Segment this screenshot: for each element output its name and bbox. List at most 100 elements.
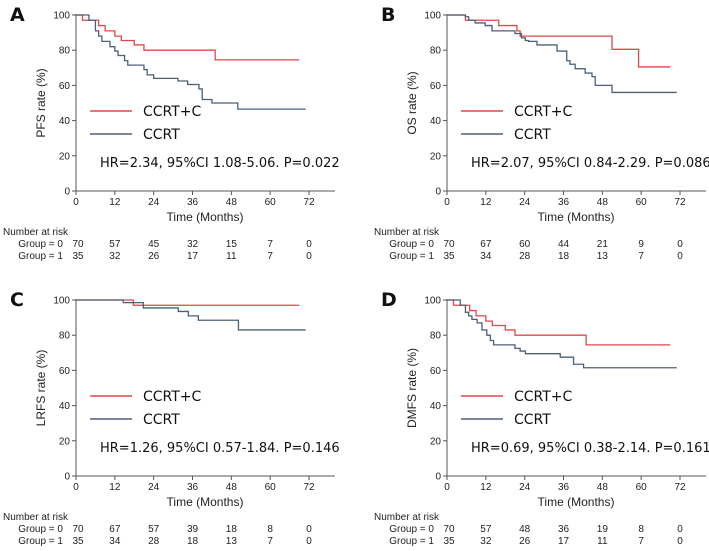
x-tick-label: 60 bbox=[265, 482, 277, 493]
x-tick-label: 72 bbox=[303, 197, 315, 208]
risk-row-label: Group = 1 bbox=[18, 251, 63, 262]
y-tick-label: 60 bbox=[59, 81, 71, 92]
x-tick-label: 24 bbox=[519, 482, 531, 493]
legend-label: CCRT+C bbox=[143, 104, 202, 120]
y-tick-label: 60 bbox=[430, 366, 442, 377]
risk-count: 67 bbox=[480, 239, 492, 250]
risk-count: 70 bbox=[72, 524, 84, 535]
legend-label: CCRT bbox=[143, 412, 180, 428]
risk-count: 39 bbox=[187, 524, 199, 535]
risk-count: 0 bbox=[677, 536, 683, 547]
risk-count: 32 bbox=[480, 536, 492, 547]
risk-count: 7 bbox=[267, 239, 273, 250]
x-tick-label: 36 bbox=[187, 482, 199, 493]
x-tick-label: 36 bbox=[187, 197, 199, 208]
risk-count: 0 bbox=[306, 536, 312, 547]
x-tick-label: 72 bbox=[674, 197, 686, 208]
y-axis-label: LRFS rate (%) bbox=[34, 350, 48, 427]
risk-count: 26 bbox=[519, 536, 531, 547]
y-tick-label: 20 bbox=[430, 436, 442, 447]
km-curve-ccrt-c bbox=[76, 14, 300, 61]
y-tick-label: 40 bbox=[59, 401, 71, 412]
risk-count: 0 bbox=[306, 251, 312, 262]
risk-count: 57 bbox=[148, 524, 160, 535]
x-axis-label: Time (Months) bbox=[538, 495, 615, 509]
risk-count: 36 bbox=[558, 524, 570, 535]
y-tick-label: 80 bbox=[430, 331, 442, 342]
y-tick-label: 100 bbox=[424, 296, 441, 307]
risk-count: 0 bbox=[306, 524, 312, 535]
km-curve-ccrt-c bbox=[447, 299, 671, 346]
y-tick-label: 100 bbox=[53, 11, 70, 22]
risk-count: 45 bbox=[148, 239, 160, 250]
y-axis-label: DMFS rate (%) bbox=[405, 348, 419, 428]
risk-count: 35 bbox=[443, 536, 455, 547]
x-tick-label: 12 bbox=[480, 482, 492, 493]
risk-table-title: Number at risk bbox=[3, 512, 69, 523]
risk-count: 7 bbox=[267, 251, 273, 262]
risk-count: 11 bbox=[597, 536, 608, 547]
km-curve-ccrt bbox=[447, 14, 677, 94]
risk-count: 28 bbox=[148, 536, 160, 547]
risk-row-label: Group = 0 bbox=[18, 239, 63, 250]
risk-count: 26 bbox=[148, 251, 160, 262]
x-tick-label: 60 bbox=[636, 482, 648, 493]
x-tick-label: 12 bbox=[109, 197, 121, 208]
risk-count: 21 bbox=[597, 239, 609, 250]
legend-label: CCRT+C bbox=[514, 389, 573, 405]
y-tick-label: 100 bbox=[424, 11, 441, 22]
hr-annotation: HR=2.07, 95%CI 0.84-2.29. P=0.086 bbox=[471, 156, 709, 171]
y-tick-label: 20 bbox=[430, 151, 442, 162]
risk-table-title: Number at risk bbox=[374, 227, 440, 238]
legend-label: CCRT bbox=[514, 412, 551, 428]
risk-count: 70 bbox=[443, 524, 455, 535]
y-tick-label: 20 bbox=[59, 436, 71, 447]
risk-count: 18 bbox=[558, 251, 570, 262]
risk-count: 18 bbox=[187, 536, 199, 547]
x-tick-label: 24 bbox=[519, 197, 531, 208]
hr-annotation: HR=2.34, 95%CI 1.08-5.06. P=0.022 bbox=[100, 156, 340, 171]
risk-count: 0 bbox=[677, 251, 683, 262]
risk-count: 18 bbox=[226, 524, 238, 535]
risk-count: 28 bbox=[519, 251, 531, 262]
risk-count: 34 bbox=[109, 536, 121, 547]
risk-count: 35 bbox=[443, 251, 455, 262]
risk-count: 17 bbox=[187, 251, 199, 262]
y-tick-label: 0 bbox=[435, 187, 441, 198]
y-tick-label: 0 bbox=[64, 187, 70, 198]
y-tick-label: 40 bbox=[59, 116, 71, 127]
hr-annotation: HR=0.69, 95%CI 0.38-2.14. P=0.161 bbox=[471, 441, 709, 456]
y-axis-label: PFS rate (%) bbox=[34, 68, 48, 137]
risk-count: 9 bbox=[638, 239, 644, 250]
risk-count: 48 bbox=[519, 524, 531, 535]
legend-label: CCRT bbox=[514, 127, 551, 143]
x-tick-label: 36 bbox=[558, 197, 570, 208]
risk-table-title: Number at risk bbox=[374, 512, 440, 523]
x-tick-label: 0 bbox=[73, 482, 79, 493]
risk-row-label: Group = 1 bbox=[389, 536, 434, 547]
y-tick-label: 0 bbox=[435, 472, 441, 483]
x-tick-label: 48 bbox=[226, 482, 238, 493]
panel-letter: B bbox=[381, 4, 395, 26]
panel-letter: A bbox=[10, 4, 25, 26]
x-tick-label: 24 bbox=[148, 197, 160, 208]
y-tick-label: 0 bbox=[64, 472, 70, 483]
risk-count: 35 bbox=[72, 536, 84, 547]
x-tick-label: 12 bbox=[109, 482, 121, 493]
risk-row-label: Group = 1 bbox=[18, 536, 63, 547]
x-tick-label: 48 bbox=[597, 482, 609, 493]
risk-count: 7 bbox=[638, 536, 644, 547]
x-tick-label: 36 bbox=[558, 482, 570, 493]
x-tick-label: 48 bbox=[597, 197, 609, 208]
panel-letter: C bbox=[10, 289, 24, 311]
risk-count: 11 bbox=[226, 251, 237, 262]
risk-count: 0 bbox=[677, 524, 683, 535]
risk-count: 34 bbox=[480, 251, 492, 262]
risk-count: 0 bbox=[677, 239, 683, 250]
y-tick-label: 60 bbox=[59, 366, 71, 377]
hr-annotation: HR=1.26, 95%CI 0.57-1.84. P=0.146 bbox=[100, 441, 340, 456]
risk-count: 60 bbox=[519, 239, 531, 250]
x-tick-label: 72 bbox=[303, 482, 315, 493]
risk-row-label: Group = 1 bbox=[389, 251, 434, 262]
